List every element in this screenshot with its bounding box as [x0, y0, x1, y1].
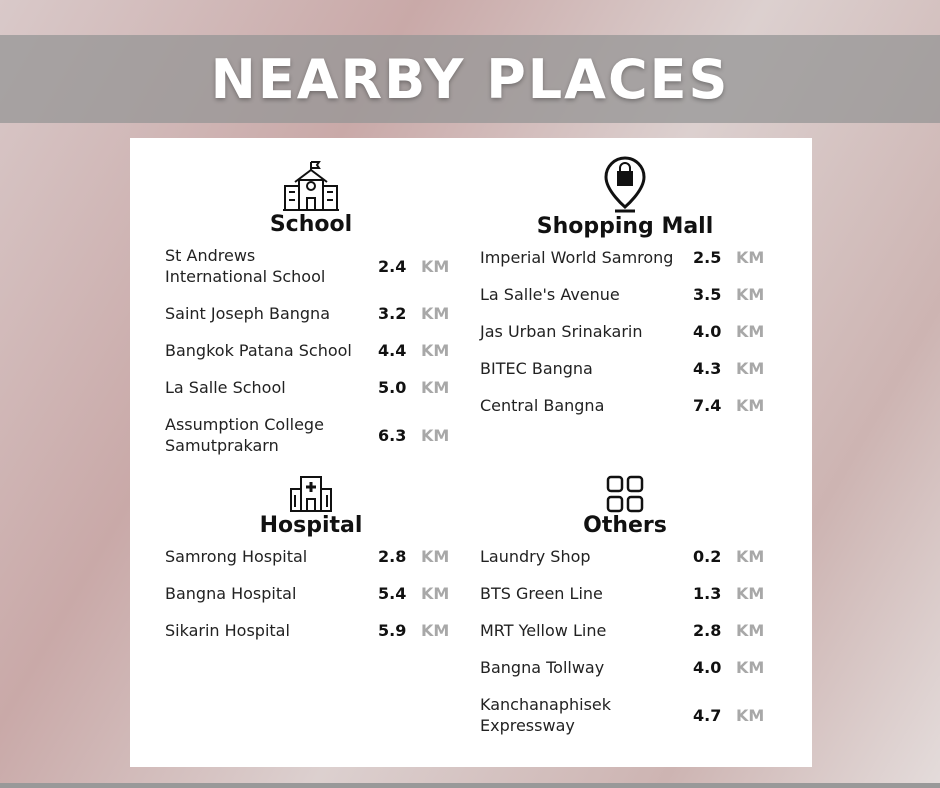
- place-name: Bangkok Patana School: [165, 341, 352, 360]
- place-row: Bangkok Patana School 4.4 KM: [165, 340, 457, 361]
- place-row: Assumption College Samutprakarn 6.3 KM: [165, 414, 457, 456]
- distance: 7.4: [693, 396, 722, 415]
- unit: KM: [421, 425, 450, 445]
- place-name: MRT Yellow Line: [480, 621, 607, 640]
- unit: KM: [736, 322, 765, 341]
- place-row: Bangna Hospital 5.4 KM: [165, 583, 457, 604]
- section: Others Laundry Shop 0.2 KM BTS Green Line 1.…: [480, 475, 770, 752]
- place-row: Sikarin Hospital 5.9 KM: [165, 620, 457, 641]
- section-heading: Others: [583, 513, 667, 538]
- others-icon: [606, 475, 644, 513]
- section-heading: School: [269, 212, 353, 237]
- distance: 2.4: [378, 256, 407, 276]
- place-name: Jas Urban Srinakarin: [480, 322, 643, 341]
- footer-bar: [0, 783, 940, 788]
- unit: KM: [421, 341, 450, 360]
- section: Shopping Mall Imperial World Samrong 2.5 K…: [480, 156, 770, 432]
- place-row: Saint Joseph Bangna 3.2 KM: [165, 303, 457, 324]
- distance: 4.7: [693, 705, 722, 725]
- place-name: Laundry Shop: [480, 547, 591, 566]
- place-name: Bangna Tollway: [480, 658, 605, 677]
- place-name: La Salle's Avenue: [480, 285, 620, 304]
- distance: 1.3: [693, 584, 722, 603]
- distance: 4.0: [693, 322, 722, 341]
- unit: KM: [736, 705, 765, 725]
- unit: KM: [736, 621, 765, 640]
- banner: NEARBY PLACES: [0, 35, 940, 123]
- place-name: St Andrews International School: [165, 246, 326, 286]
- school-icon: [283, 161, 339, 211]
- place-name: BITEC Bangna: [480, 359, 593, 378]
- place-row: La Salle's Avenue 3.5 KM: [480, 284, 770, 305]
- unit: KM: [421, 584, 450, 603]
- place-name: La Salle School: [165, 378, 286, 397]
- place-row: BTS Green Line 1.3 KM: [480, 583, 770, 604]
- section: School St Andrews International School 2.…: [165, 160, 457, 472]
- place-row: La Salle School 5.0 KM: [165, 377, 457, 398]
- distance: 2.5: [693, 248, 722, 267]
- distance: 3.5: [693, 285, 722, 304]
- section-heading: Hospital: [259, 513, 363, 538]
- distance: 4.4: [378, 341, 407, 360]
- unit: KM: [421, 378, 450, 397]
- distance: 5.0: [378, 378, 407, 397]
- place-row: Laundry Shop 0.2 KM: [480, 546, 770, 567]
- place-row: BITEC Bangna 4.3 KM: [480, 358, 770, 379]
- place-name: Saint Joseph Bangna: [165, 304, 330, 323]
- place-row: MRT Yellow Line 2.8 KM: [480, 620, 770, 641]
- section: Hospital Samrong Hospital 2.8 KM Bangna Hos…: [165, 475, 457, 657]
- distance: 0.2: [693, 547, 722, 566]
- unit: KM: [421, 547, 450, 566]
- distance: 5.9: [378, 621, 407, 640]
- distance: 2.8: [693, 621, 722, 640]
- unit: KM: [736, 584, 765, 603]
- place-name: Imperial World Samrong: [480, 248, 674, 267]
- place-name: BTS Green Line: [480, 584, 603, 603]
- unit: KM: [736, 547, 765, 566]
- mall-icon: [604, 156, 646, 213]
- unit: KM: [736, 248, 765, 267]
- distance: 4.0: [693, 658, 722, 677]
- unit: KM: [421, 304, 450, 323]
- place-row: Imperial World Samrong 2.5 KM: [480, 247, 770, 268]
- distance: 2.8: [378, 547, 407, 566]
- section-heading: Shopping Mall: [536, 214, 714, 239]
- place-name: Bangna Hospital: [165, 584, 297, 603]
- card: [130, 138, 812, 767]
- hospital-icon: [290, 476, 332, 512]
- unit: KM: [736, 359, 765, 378]
- unit: KM: [421, 621, 450, 640]
- unit: KM: [736, 396, 765, 415]
- place-name: Samrong Hospital: [165, 547, 308, 566]
- place-row: Central Bangna 7.4 KM: [480, 395, 770, 416]
- title: NEARBY PLACES: [210, 47, 730, 111]
- distance: 3.2: [378, 304, 407, 323]
- place-row: Samrong Hospital 2.8 KM: [165, 546, 457, 567]
- place-row: Jas Urban Srinakarin 4.0 KM: [480, 321, 770, 342]
- unit: KM: [736, 285, 765, 304]
- unit: KM: [421, 256, 450, 276]
- distance: 6.3: [378, 425, 407, 445]
- place-row: St Andrews International School 2.4 KM: [165, 245, 457, 287]
- place-name: Kanchanaphisek Expressway: [480, 695, 612, 735]
- place-row: Kanchanaphisek Expressway 4.7 KM: [480, 694, 770, 736]
- unit: KM: [736, 658, 765, 677]
- distance: 5.4: [378, 584, 407, 603]
- place-name: Sikarin Hospital: [165, 621, 290, 640]
- place-name: Central Bangna: [480, 396, 605, 415]
- place-row: Bangna Tollway 4.0 KM: [480, 657, 770, 678]
- distance: 4.3: [693, 359, 722, 378]
- place-name: Assumption College Samutprakarn: [165, 415, 324, 455]
